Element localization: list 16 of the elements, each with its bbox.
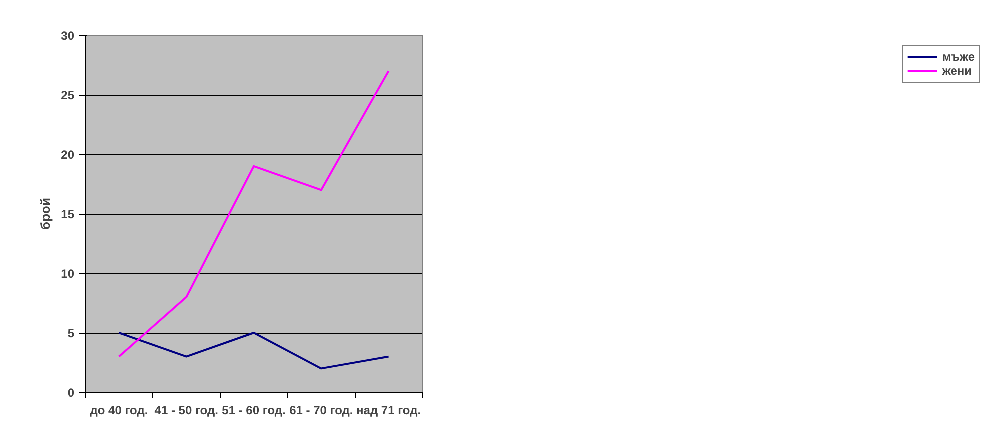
y-tick-label: 5 — [68, 326, 75, 340]
legend-label: жени — [942, 64, 972, 78]
y-tick-label: 10 — [61, 267, 75, 281]
y-tick-label: 25 — [61, 88, 75, 102]
y-tick-label: 20 — [61, 148, 75, 162]
line-series — [118, 70, 390, 358]
y-tick-label: 30 — [61, 29, 75, 43]
x-tick-label: 51 - 60 год. — [222, 404, 286, 418]
legend-label: мъже — [942, 50, 975, 64]
x-tick-label: до 40 год. — [90, 404, 148, 418]
x-tick-label: над 71 год. — [356, 404, 422, 418]
x-tick-label: 61 - 70 год. — [290, 404, 354, 418]
x-tick-label: 41 - 50 год. — [154, 404, 218, 418]
y-axis-title: брой — [38, 198, 54, 230]
y-tick-label: 15 — [61, 208, 75, 222]
y-tick-label: 0 — [68, 386, 75, 400]
